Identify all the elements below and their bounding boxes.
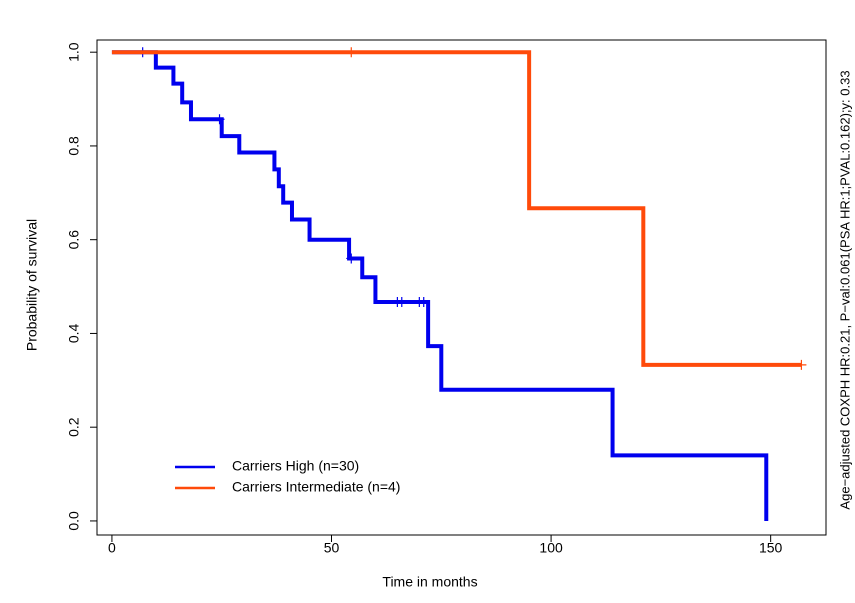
x-tick-label: 50 bbox=[324, 540, 340, 556]
x-tick-label: 0 bbox=[108, 540, 116, 556]
legend-label: Carriers Intermediate (n=4) bbox=[232, 479, 400, 495]
y-tick-label: 0.6 bbox=[66, 230, 82, 250]
censor-mark bbox=[346, 47, 357, 58]
survival-curve bbox=[111, 50, 769, 521]
side-annotation: Age−adjusted COXPH HR:0.21, P−val:0.061(… bbox=[837, 70, 852, 509]
censor-mark bbox=[396, 297, 407, 308]
legend-label: Carriers High (n=30) bbox=[232, 458, 359, 474]
plot-frame bbox=[96, 39, 827, 536]
survival-curve bbox=[111, 50, 802, 367]
x-tick-label: 100 bbox=[539, 540, 563, 556]
y-tick-label: 0.4 bbox=[66, 323, 82, 343]
censor-mark bbox=[796, 359, 807, 370]
censor-mark bbox=[418, 297, 429, 308]
censor-mark bbox=[346, 253, 357, 264]
y-tick-label: 1.0 bbox=[66, 42, 82, 62]
y-tick-label: 0.2 bbox=[66, 417, 82, 437]
y-tick-label: 0.8 bbox=[66, 136, 82, 156]
y-axis-label: Probability of survival bbox=[24, 219, 40, 351]
y-tick-label: 0.0 bbox=[66, 511, 82, 531]
x-axis-label: Time in months bbox=[382, 574, 477, 590]
x-tick-label: 150 bbox=[759, 540, 783, 556]
censor-mark bbox=[214, 114, 225, 125]
